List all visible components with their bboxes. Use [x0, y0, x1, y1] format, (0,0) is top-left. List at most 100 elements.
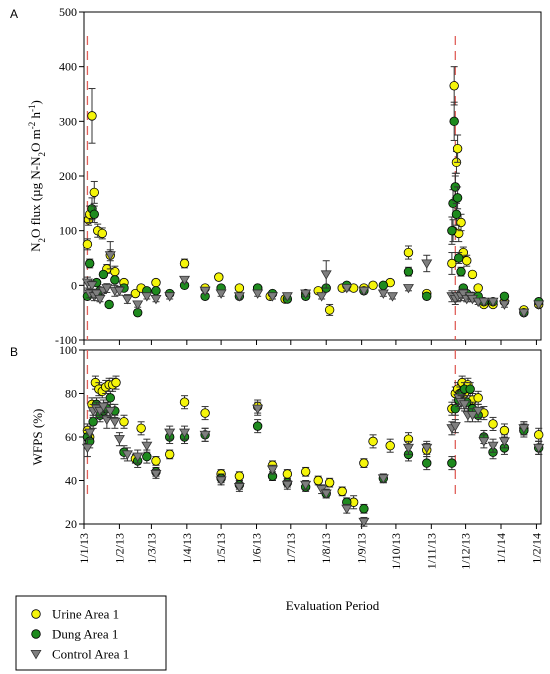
data-point	[458, 400, 470, 410]
y-tick-label: 200	[59, 169, 77, 183]
data-point	[179, 428, 191, 438]
data-point	[179, 397, 190, 407]
data-point	[452, 193, 463, 203]
legend-marker	[31, 629, 41, 639]
data-point	[359, 504, 369, 514]
data-point	[81, 443, 93, 454]
x-tick-label: 1/6/13	[250, 533, 264, 564]
data-point	[119, 417, 129, 427]
data-point	[150, 294, 162, 305]
data-point	[533, 443, 545, 454]
data-point	[337, 486, 347, 497]
y-axis-label-part: h	[28, 111, 43, 121]
y-axis-label: WFPS (%)	[30, 409, 45, 466]
x-tick-label: 1/2/13	[112, 533, 126, 564]
data-point	[179, 275, 191, 286]
data-point	[358, 517, 370, 528]
y-axis-label-part: )	[28, 100, 43, 104]
series-urine-area-1	[82, 66, 544, 316]
data-point	[233, 292, 245, 302]
series-control-area-1	[81, 241, 545, 319]
data-point	[84, 428, 96, 438]
data-point	[451, 209, 462, 219]
plot-frame	[83, 349, 542, 525]
data-point	[300, 480, 312, 491]
y-axis-label-part: O flux (µg N-N	[28, 156, 43, 238]
x-tick-label: 1/2/14	[529, 533, 543, 564]
data-point	[282, 469, 293, 479]
panel-letter: A	[10, 7, 18, 21]
data-point	[466, 411, 478, 421]
data-point	[402, 284, 414, 294]
data-point	[164, 428, 176, 438]
data-point	[110, 275, 120, 285]
panel-letter: B	[10, 345, 18, 359]
data-point	[109, 417, 121, 428]
data-point	[385, 441, 395, 451]
data-point	[403, 266, 414, 277]
data-point	[421, 259, 433, 269]
x-tick-label: 1/1/14	[494, 533, 508, 564]
data-point	[164, 292, 176, 302]
data-point	[164, 449, 175, 460]
data-point	[199, 430, 211, 441]
y-axis-label-part: -2	[27, 122, 37, 130]
data-point	[499, 425, 510, 436]
x-axis: 1/1/13 1/2/13 1/3/13 1/4/13 1/5/13 1/6/13 1/7/…	[77, 533, 543, 613]
y-tick-label: 40	[65, 474, 77, 488]
data-point	[82, 239, 93, 250]
data-point	[141, 441, 153, 452]
data-point	[252, 421, 263, 431]
data-point	[86, 281, 98, 291]
data-point	[121, 294, 133, 305]
data-point	[142, 451, 152, 462]
data-point	[121, 450, 133, 460]
data-point	[452, 143, 463, 154]
series-urine-area-1	[82, 375, 544, 510]
data-point	[473, 283, 483, 293]
data-point	[267, 292, 279, 302]
legend: Urine Area 1 Dung Area 1 Control Area 1	[15, 595, 167, 671]
data-point	[88, 417, 98, 427]
data-point	[386, 292, 398, 302]
y-tick-label: 80	[65, 387, 77, 401]
y-tick-label: 0	[71, 278, 77, 292]
data-point	[132, 300, 144, 310]
data-point	[105, 393, 115, 403]
data-point	[467, 269, 478, 280]
legend-marker	[31, 609, 41, 619]
data-point	[472, 406, 484, 417]
data-point	[281, 480, 293, 491]
y-tick-label: 300	[59, 114, 77, 128]
data-point	[234, 471, 245, 481]
legend-box	[15, 595, 167, 671]
data-point	[465, 384, 475, 394]
x-tick-label: 1/4/13	[180, 533, 194, 564]
data-point	[487, 441, 499, 452]
series-dung-area-1	[82, 382, 544, 514]
data-point	[422, 291, 432, 301]
data-point	[449, 81, 459, 91]
data-point	[316, 292, 328, 302]
data-point	[456, 266, 466, 277]
data-point	[300, 467, 311, 477]
data-point	[132, 452, 144, 462]
data-point	[252, 289, 264, 299]
x-tick-label: 1/5/13	[214, 533, 228, 564]
data-point	[130, 288, 141, 299]
data-point	[368, 280, 378, 291]
data-point	[368, 436, 378, 447]
data-point	[104, 299, 114, 310]
data-point	[89, 187, 99, 198]
legend-label: Urine Area 1	[52, 607, 119, 622]
data-point	[518, 308, 530, 319]
data-point	[267, 465, 279, 475]
data-point	[488, 419, 498, 429]
y-tick-label: 100	[59, 343, 77, 357]
data-point	[499, 291, 510, 301]
y-tick-label: -100	[55, 333, 77, 347]
data-point	[320, 270, 332, 280]
data-point	[89, 209, 99, 219]
